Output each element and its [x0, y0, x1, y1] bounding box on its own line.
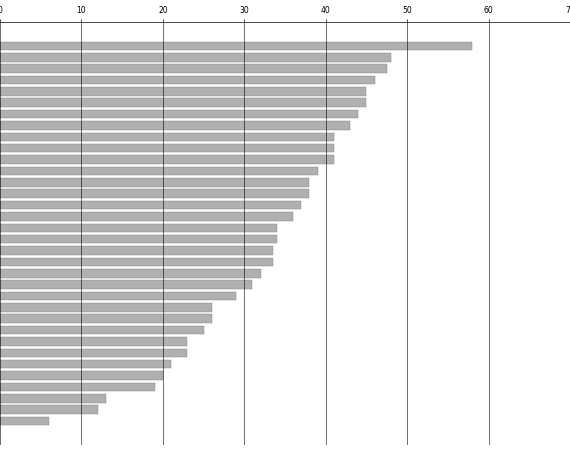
- Bar: [0, 189, 310, 198]
- Bar: [0, 110, 359, 119]
- Bar: [0, 178, 310, 187]
- Bar: [0, 417, 49, 425]
- Bar: [0, 269, 260, 277]
- Bar: [0, 212, 293, 221]
- Bar: [0, 201, 302, 209]
- Bar: [0, 42, 473, 50]
- Bar: [0, 98, 367, 107]
- Bar: [0, 167, 317, 175]
- Bar: [0, 337, 188, 346]
- Bar: [0, 280, 253, 289]
- Bar: [0, 405, 97, 414]
- Bar: [0, 394, 106, 403]
- Bar: [0, 235, 277, 243]
- Bar: [0, 53, 391, 62]
- Bar: [0, 371, 163, 380]
- Bar: [0, 246, 273, 255]
- Bar: [0, 64, 387, 73]
- Bar: [0, 258, 273, 266]
- Bar: [0, 348, 188, 357]
- Bar: [0, 314, 211, 323]
- Bar: [0, 383, 154, 391]
- Bar: [0, 292, 236, 300]
- Bar: [0, 144, 334, 153]
- Bar: [0, 121, 350, 130]
- Bar: [0, 76, 374, 84]
- Bar: [0, 87, 367, 96]
- Bar: [0, 155, 334, 164]
- Bar: [0, 360, 171, 369]
- Bar: [0, 303, 211, 312]
- Bar: [0, 224, 277, 232]
- Bar: [0, 326, 203, 335]
- Bar: [0, 132, 334, 141]
